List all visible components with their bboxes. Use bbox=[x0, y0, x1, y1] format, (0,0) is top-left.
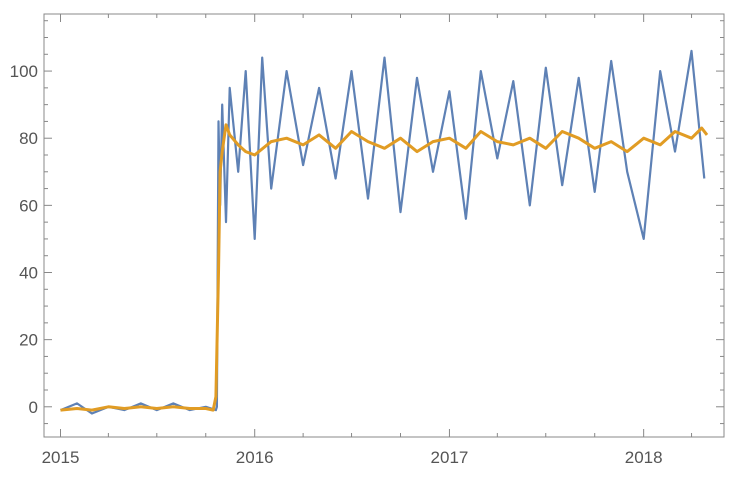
y-tick-label: 0 bbox=[29, 398, 38, 417]
x-axis: 2015 2016 2017 2018 bbox=[42, 14, 693, 467]
y-tick-label: 60 bbox=[19, 196, 38, 215]
y-axis: 0 20 40 60 80 100 bbox=[10, 20, 724, 425]
series-moving-average-line bbox=[60, 123, 709, 412]
x-tick-label: 2016 bbox=[236, 448, 274, 467]
x-tick-label: 2017 bbox=[431, 448, 469, 467]
series-raw-line bbox=[60, 49, 706, 415]
x-tick-label: 2015 bbox=[42, 448, 80, 467]
series-layer bbox=[60, 49, 709, 415]
x-tick-label: 2018 bbox=[625, 448, 663, 467]
y-tick-label: 100 bbox=[10, 62, 38, 81]
y-tick-label: 20 bbox=[19, 331, 38, 350]
y-tick-label: 80 bbox=[19, 129, 38, 148]
y-tick-label: 40 bbox=[19, 264, 38, 283]
plot-border bbox=[43, 13, 725, 438]
plot-frame bbox=[43, 13, 725, 438]
